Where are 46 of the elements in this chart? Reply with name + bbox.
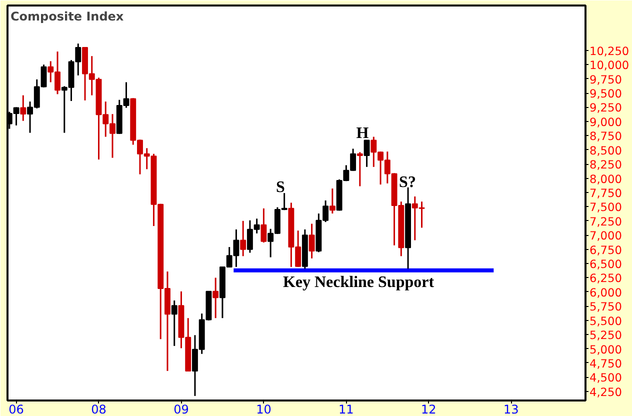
candlestick xyxy=(364,139,370,168)
candlestick xyxy=(212,276,219,319)
chart-title: Composite Index xyxy=(10,10,124,24)
y-tick-label: 10,250 xyxy=(590,44,630,58)
y-tick-label: 5,250 xyxy=(590,328,622,342)
candlestick xyxy=(329,188,336,214)
candlestick xyxy=(240,220,246,257)
x-tick-label: 10 xyxy=(256,402,272,416)
x-tick-label: 08 xyxy=(91,402,106,416)
y-tick-label: 5,750 xyxy=(590,300,622,314)
annotation: Key Neckline Support xyxy=(282,274,435,291)
candlestick xyxy=(308,222,315,260)
y-tick-label: 7,000 xyxy=(590,228,622,243)
y-tick-label: 9,500 xyxy=(590,86,622,101)
x-tick-label: 06 xyxy=(8,402,24,416)
candlestick xyxy=(260,208,267,244)
y-tick-label: 7,250 xyxy=(590,214,622,228)
y-tick-label: 9,250 xyxy=(590,100,622,115)
y-tick-label: 6,500 xyxy=(590,257,622,272)
x-tick-label: 09 xyxy=(174,402,189,416)
y-tick-label: 6,750 xyxy=(590,242,622,257)
y-tick-label: 8,750 xyxy=(590,129,622,144)
x-tick-label: 12 xyxy=(421,402,436,416)
y-tick-label: 8,500 xyxy=(590,143,622,158)
candlestick xyxy=(171,300,178,347)
y-tick-label: 8,250 xyxy=(590,158,622,172)
candlestick xyxy=(20,94,26,122)
y-tick-label: 4,500 xyxy=(590,370,622,385)
y-tick-label: 7,750 xyxy=(590,186,622,200)
y-tick-label: 8,000 xyxy=(590,172,622,186)
annotation: H xyxy=(356,125,370,142)
y-tick-label: 7,500 xyxy=(590,200,622,214)
y-tick-label: 9,750 xyxy=(590,72,622,86)
annotation: S xyxy=(276,179,286,196)
y-tick-label: 9,000 xyxy=(590,114,622,129)
annotation: S? xyxy=(399,174,416,191)
y-tick-label: 6,250 xyxy=(590,271,622,286)
candlestick xyxy=(356,151,363,187)
y-tick-label: 4,750 xyxy=(590,356,622,370)
x-tick-label: 13 xyxy=(503,402,519,416)
y-tick-label: 6,000 xyxy=(590,285,622,300)
y-tick-label: 4,250 xyxy=(590,384,622,399)
y-tick-label: 10,000 xyxy=(590,58,630,72)
x-tick-label: 11 xyxy=(338,402,354,416)
y-tick-label: 5,500 xyxy=(590,314,622,328)
y-tick-label: 5,000 xyxy=(590,342,622,356)
